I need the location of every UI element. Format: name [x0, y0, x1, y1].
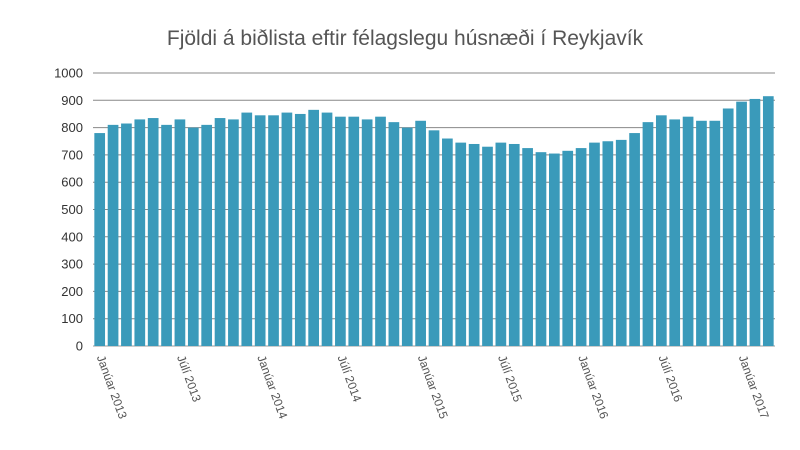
bar: [442, 138, 453, 346]
y-tick-label: 900: [61, 93, 83, 108]
bar: [228, 119, 239, 346]
bar: [522, 148, 533, 346]
y-tick-label: 1000: [54, 66, 83, 81]
bar: [602, 141, 614, 346]
y-tick-label: 0: [76, 339, 83, 354]
y-tick-label: 600: [61, 175, 83, 190]
bar: [201, 124, 213, 347]
bar: [415, 120, 426, 346]
x-tick-label: Janúar 2017: [736, 353, 772, 421]
y-tick-label: 800: [61, 120, 83, 135]
bar: [187, 127, 199, 346]
bar: [161, 124, 172, 347]
bar: [94, 133, 106, 346]
x-tick-label: Júlí 2016: [656, 353, 686, 404]
x-tick-label: Janúar 2013: [94, 353, 130, 421]
bar: [455, 142, 467, 346]
y-tick-label: 400: [61, 229, 83, 244]
bar: [134, 119, 146, 346]
bar: [388, 122, 400, 346]
y-tick-label: 300: [61, 257, 83, 272]
bar: [482, 146, 493, 346]
x-axis-ticks: Janúar 2013 Júlí 2013 Janúar 2014 Júlí 2014…: [94, 353, 772, 421]
bar: [174, 119, 186, 346]
bar: [428, 130, 440, 346]
bar: [375, 116, 386, 347]
x-tick-label: Janúar 2014: [254, 353, 290, 421]
bar: [642, 122, 654, 346]
y-tick-label: 700: [61, 147, 83, 162]
y-tick-label: 100: [61, 311, 83, 326]
bar: [629, 133, 640, 346]
bar: [709, 120, 721, 346]
bar: [562, 150, 574, 346]
bar: [361, 119, 373, 346]
bar: [575, 148, 587, 346]
bar: [736, 101, 747, 346]
bar: [294, 113, 306, 346]
bar: [281, 112, 293, 346]
bar: [121, 123, 132, 346]
bar: [549, 153, 560, 346]
bar: [401, 127, 413, 346]
bar: [535, 152, 547, 346]
bar: [214, 118, 226, 346]
bar: [682, 116, 694, 347]
y-axis-ticks: 0 100 200 300 400 500 600 700 800 900 1000: [54, 66, 83, 354]
x-tick-label: Júlí 2014: [335, 353, 365, 404]
bar: [722, 108, 734, 347]
chart-title: Fjöldi á biðlista eftir félagslegu húsnæ…: [166, 27, 644, 50]
bar: [495, 142, 507, 346]
x-tick-label: Júlí 2013: [174, 353, 204, 404]
y-tick-label: 200: [61, 284, 83, 299]
bar: [589, 142, 600, 346]
bar: [147, 118, 159, 346]
bar: [468, 143, 480, 346]
y-tick-label: 500: [61, 202, 83, 217]
x-tick-label: Janúar 2016: [575, 353, 611, 421]
bar: [107, 124, 119, 347]
bar: [321, 112, 333, 346]
bar: [348, 116, 360, 347]
x-tick-label: Janúar 2015: [415, 353, 451, 421]
bar: [268, 115, 279, 346]
bars: [94, 96, 774, 347]
bar: [308, 109, 319, 346]
bar: [655, 115, 667, 346]
x-tick-label: Júlí 2015: [495, 353, 525, 404]
bar: [508, 143, 520, 346]
bar: [696, 120, 707, 346]
bar: [762, 96, 774, 346]
bar: [241, 112, 253, 346]
bar: [615, 139, 627, 346]
bar: [749, 98, 761, 346]
bar: [669, 119, 681, 346]
bar: [335, 116, 346, 347]
bar: [254, 115, 266, 346]
